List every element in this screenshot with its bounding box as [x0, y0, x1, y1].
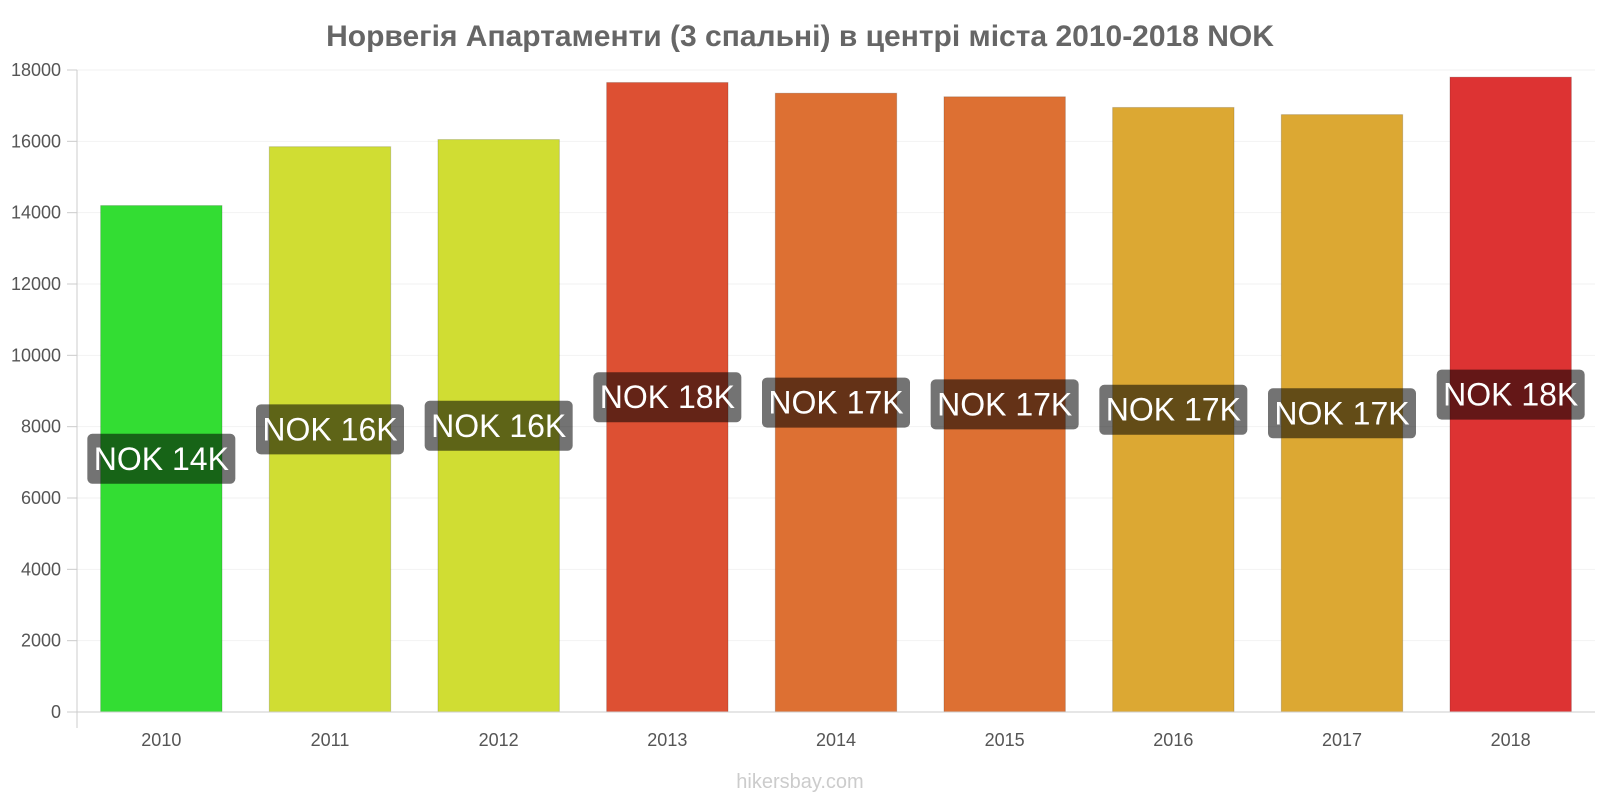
x-tick-label: 2018 — [1491, 730, 1531, 750]
y-tick-labels: 0 2000 4000 6000 8000 10000 12000 14000 16000 180… — [11, 60, 77, 722]
axes — [76, 70, 1595, 728]
data-label-box — [930, 379, 1079, 430]
data-label: NOK 18K — [1443, 377, 1578, 413]
x-tick-label: 2012 — [479, 730, 519, 750]
x-tick-label: 2016 — [1153, 730, 1193, 750]
y-tick-label: 10000 — [11, 345, 61, 365]
data-label: NOK 16K — [262, 411, 397, 447]
y-tick-label: 16000 — [11, 131, 61, 151]
data-label: NOK 16K — [431, 408, 566, 444]
data-labels: NOK 14K NOK 16K NOK 16K NOK 18K NOK 17K NOK 1… — [87, 369, 1585, 484]
data-label: NOK 17K — [1106, 392, 1241, 428]
data-label-box — [1268, 388, 1416, 439]
data-label-box — [593, 372, 742, 423]
x-tick-label: 2014 — [816, 730, 856, 750]
y-tick-label: 0 — [51, 702, 61, 722]
credit-text: hikersbay.com — [736, 771, 863, 793]
x-tick-label: 2010 — [141, 730, 181, 750]
data-label-box — [424, 400, 573, 451]
data-label-box — [1099, 384, 1248, 435]
data-label-box — [87, 433, 236, 484]
data-label: NOK 14K — [94, 441, 229, 477]
y-tick-label: 8000 — [21, 417, 61, 437]
y-tick-label: 14000 — [11, 203, 61, 223]
x-tick-label: 2015 — [985, 730, 1025, 750]
y-tick-label: 6000 — [21, 488, 61, 508]
data-label: NOK 17K — [1274, 395, 1409, 431]
x-tick-labels: 2010 2011 2012 2013 2014 2015 2016 2017 2018 — [141, 730, 1530, 750]
y-tick-label: 2000 — [21, 631, 61, 651]
data-label: NOK 17K — [768, 385, 903, 421]
x-tick-label: 2017 — [1322, 730, 1362, 750]
data-label-box — [1436, 369, 1585, 420]
y-tick-label: 18000 — [11, 60, 61, 80]
y-tick-label: 12000 — [11, 274, 61, 294]
data-label-box — [256, 404, 404, 455]
y-tick-label: 4000 — [21, 559, 61, 579]
data-label: NOK 18K — [600, 379, 735, 415]
x-tick-label: 2011 — [311, 730, 350, 750]
chart-title: Норвегія Апартаменти (3 спальні) в центр… — [326, 20, 1274, 53]
data-label-box — [762, 377, 910, 428]
data-label: NOK 17K — [937, 386, 1072, 422]
x-tick-label: 2013 — [647, 730, 687, 750]
